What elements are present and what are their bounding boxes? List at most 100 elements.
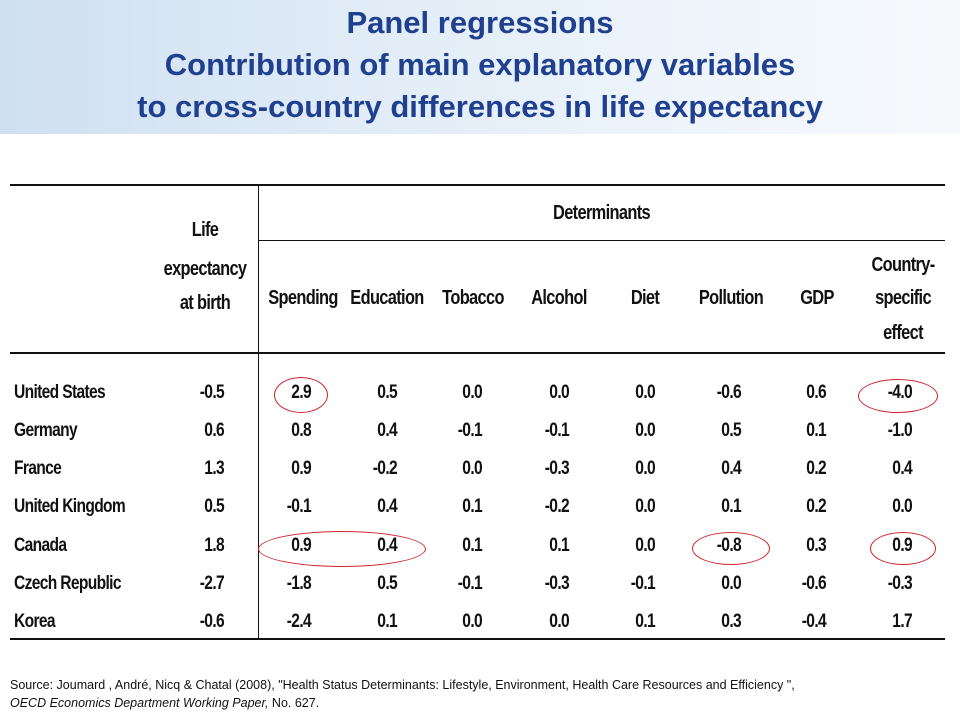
title-line-3: to cross-country differences in life exp…: [137, 89, 823, 124]
table-cell-value: 0.0: [549, 382, 569, 403]
table-cell-value: 0.0: [635, 496, 655, 517]
row-country-label: Korea: [14, 611, 56, 632]
table-cell-value: 0.5: [377, 382, 397, 403]
table-cell-value: -0.4: [801, 611, 827, 632]
row-country-label: United Kingdom: [14, 496, 126, 517]
table-cell-value: 0.9: [291, 535, 311, 556]
determinants-rule: [258, 240, 945, 241]
table-cell-value: 0.1: [721, 496, 741, 517]
table-cell-value: 0.4: [377, 535, 397, 556]
table-cell-value: 1.8: [204, 535, 224, 556]
table-cell-value: 2.9: [291, 382, 311, 403]
table-cell-value: -2.4: [286, 611, 312, 632]
table-cell-value: 0.4: [892, 458, 912, 479]
table-cell-value: -0.1: [544, 420, 570, 441]
table-top-rule: [10, 184, 945, 186]
highlight-oval-canada-country-effect: [870, 532, 936, 565]
col-header-spending: Spending: [268, 287, 338, 309]
table-cell-value: -4.0: [887, 382, 913, 403]
table-cell-value: 0.1: [462, 496, 482, 517]
table-cell-value: 0.4: [377, 496, 397, 517]
col-header-pollution: Pollution: [698, 287, 764, 309]
row-country-label: United States: [14, 382, 106, 403]
table-cell-value: -0.3: [544, 573, 570, 594]
table-cell-value: 0.6: [204, 420, 224, 441]
table-cell-value: -0.2: [372, 458, 398, 479]
table-cell-value: 0.9: [892, 535, 912, 556]
source-line-1: Source: Joumard , André, Nicq & Chatal (…: [10, 678, 795, 692]
col-header-education: Education: [350, 287, 424, 309]
highlight-oval-canada-spending-education: [258, 531, 426, 567]
row-country-label: Germany: [14, 420, 78, 441]
table-cell-value: 1.3: [204, 458, 224, 479]
source-publication: OECD Economics Department Working Paper,: [10, 696, 269, 710]
row-country-label: France: [14, 458, 62, 479]
table-cell-value: 0.0: [892, 496, 912, 517]
table-cell-value: 0.0: [462, 458, 482, 479]
title-line-1: Panel regressions: [346, 5, 614, 40]
col-header-alcohol: Alcohol: [531, 287, 587, 309]
table-cell-value: -0.1: [457, 573, 483, 594]
country-effect-header-line-3: effect: [883, 322, 923, 344]
table-cell-value: 0.2: [806, 496, 826, 517]
col-header-gdp: GDP: [800, 287, 834, 309]
table-cell-value: -0.1: [286, 496, 312, 517]
table-cell-value: 0.4: [377, 420, 397, 441]
source-note: Source: Joumard , André, Nicq & Chatal (…: [10, 676, 955, 712]
row-country-label: Canada: [14, 535, 67, 556]
col-header-tobacco: Tobacco: [442, 287, 504, 309]
life-expectancy-header-line-1: Life: [191, 219, 219, 241]
highlight-oval-us-spending: [274, 377, 328, 413]
table-cell-value: 0.0: [549, 611, 569, 632]
table-cell-value: -0.5: [199, 382, 225, 403]
table-cell-value: 0.5: [377, 573, 397, 594]
table-bottom-rule: [10, 638, 945, 640]
highlight-oval-canada-pollution: [692, 532, 770, 565]
table-cell-value: 0.0: [462, 382, 482, 403]
country-effect-header-line-2: specific: [875, 287, 931, 309]
source-number: No. 627.: [268, 696, 320, 710]
table-cell-value: 0.6: [806, 382, 826, 403]
table-cell-value: -0.6: [801, 573, 827, 594]
table-cell-value: 0.0: [635, 382, 655, 403]
table-cell-value: 0.1: [806, 420, 826, 441]
table-cell-value: -0.6: [199, 611, 225, 632]
table-cell-value: -0.1: [457, 420, 483, 441]
table-cell-value: -1.8: [286, 573, 312, 594]
row-country-label: Czech Republic: [14, 573, 121, 594]
col-header-diet: Diet: [630, 287, 660, 309]
table-column-divider: [258, 184, 259, 640]
table-cell-value: 0.1: [635, 611, 655, 632]
table-cell-value: 0.2: [806, 458, 826, 479]
table-cell-value: 0.3: [806, 535, 826, 556]
title-line-2: Contribution of main explanatory variabl…: [164, 47, 796, 82]
table-cell-value: -0.2: [544, 496, 570, 517]
table-cell-value: 0.1: [462, 535, 482, 556]
table-cell-value: 0.0: [635, 420, 655, 441]
table-cell-value: 0.1: [377, 611, 397, 632]
table-cell-value: 1.7: [892, 611, 912, 632]
table-cell-value: -0.3: [887, 573, 913, 594]
table-cell-value: 0.3: [721, 611, 741, 632]
table-cell-value: -0.8: [716, 535, 742, 556]
highlight-oval-us-country-effect: [858, 379, 938, 413]
table-cell-value: 0.1: [549, 535, 569, 556]
table-cell-value: -0.1: [630, 573, 656, 594]
determinants-header: Determinants: [553, 202, 651, 224]
source-line-2: OECD Economics Department Working Paper,…: [10, 694, 955, 712]
slide-title: Panel regressions Contribution of main e…: [0, 2, 960, 128]
life-expectancy-header-line-3: at birth: [179, 292, 231, 314]
table-cell-value: -2.7: [199, 573, 225, 594]
table-cell-value: 0.5: [721, 420, 741, 441]
table-cell-value: 0.9: [291, 458, 311, 479]
header-bottom-rule: [10, 352, 945, 354]
table-cell-value: 0.5: [204, 496, 224, 517]
life-expectancy-header-line-2: expectancy: [163, 258, 247, 280]
table-cell-value: 0.0: [721, 573, 741, 594]
table-cell-value: -0.6: [716, 382, 742, 403]
country-effect-header-line-1: Country-: [871, 254, 935, 276]
table-cell-value: 0.8: [291, 420, 311, 441]
table-cell-value: -0.3: [544, 458, 570, 479]
table-cell-value: 0.0: [635, 535, 655, 556]
